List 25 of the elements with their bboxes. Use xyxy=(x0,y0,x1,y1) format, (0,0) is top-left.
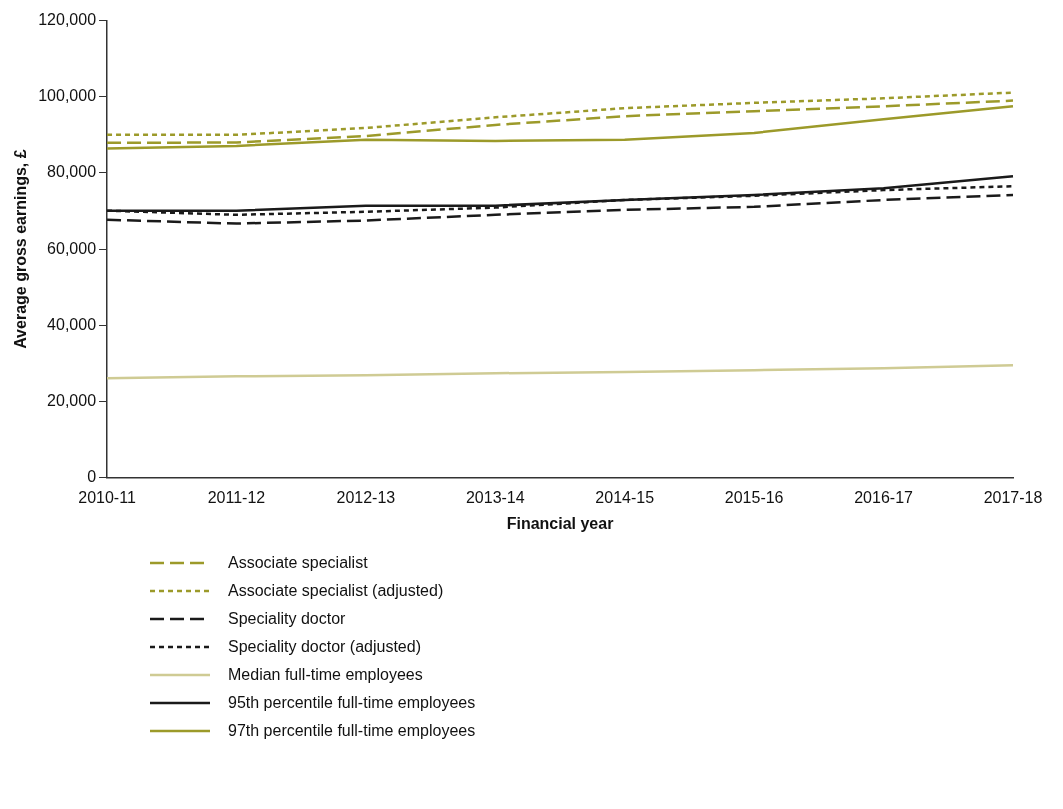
y-tick-label: 60,000 xyxy=(47,239,97,257)
legend-label: Associate specialist xyxy=(228,554,368,572)
y-tick-label: 80,000 xyxy=(47,163,97,181)
x-tick-label: 2017-18 xyxy=(983,488,1043,506)
y-tick-label: 100,000 xyxy=(38,87,97,105)
x-tick-label: 2011-12 xyxy=(207,488,266,506)
legend-label: 97th percentile full-time employees xyxy=(228,722,476,740)
x-axis-title: Financial year xyxy=(506,514,614,532)
x-tick-label: 2012-13 xyxy=(336,488,396,506)
x-tick-label: 2010-11 xyxy=(78,488,136,506)
legend-label: 95th percentile full-time employees xyxy=(228,694,476,712)
y-tick-label: 40,000 xyxy=(47,315,97,333)
legend-label: Median full-time employees xyxy=(228,666,423,684)
y-tick-label: 120,000 xyxy=(38,11,97,29)
line-series xyxy=(105,193,1015,225)
y-tick-label: 20,000 xyxy=(47,391,97,409)
y-tick-label: 0 xyxy=(87,468,97,486)
legend-label: Associate specialist (adjusted) xyxy=(228,582,444,600)
x-tick-label: 2016-17 xyxy=(854,488,914,506)
legend-label: Speciality doctor (adjusted) xyxy=(228,638,421,656)
legend-label: Speciality doctor xyxy=(228,610,346,628)
x-tick-label: 2013-14 xyxy=(465,488,525,506)
y-axis-title: Average gross earnings, £ xyxy=(12,149,30,349)
x-tick-label: 2015-16 xyxy=(724,488,784,506)
x-tick-label: 2014-15 xyxy=(595,488,655,506)
